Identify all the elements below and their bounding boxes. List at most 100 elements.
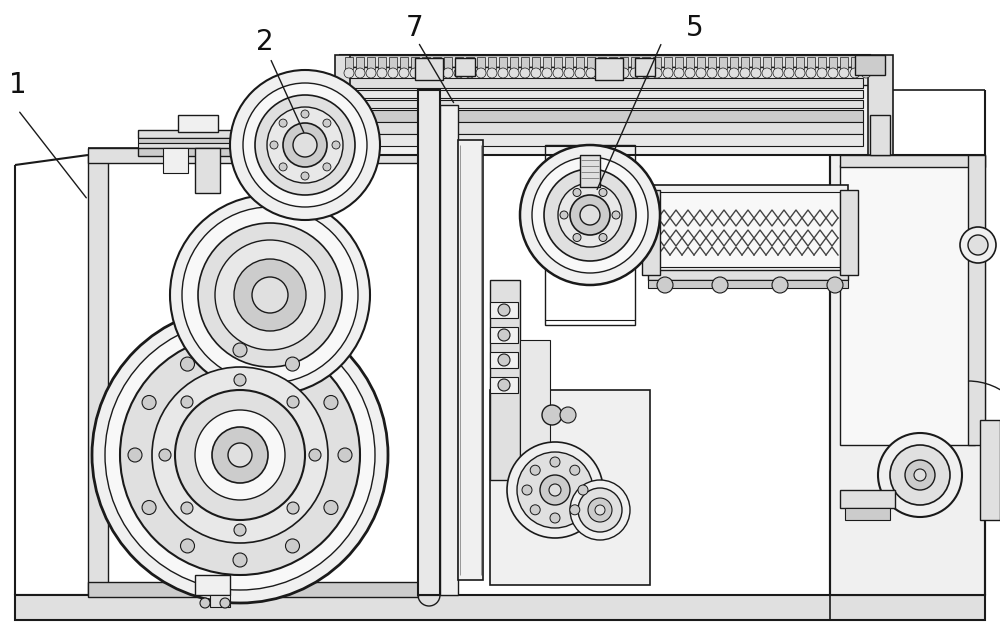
Circle shape xyxy=(212,427,268,483)
Circle shape xyxy=(612,211,620,219)
Circle shape xyxy=(301,172,309,180)
Circle shape xyxy=(914,469,926,481)
Circle shape xyxy=(509,68,519,78)
Polygon shape xyxy=(15,155,88,595)
Circle shape xyxy=(685,68,695,78)
Circle shape xyxy=(657,277,673,293)
Circle shape xyxy=(170,195,370,395)
Circle shape xyxy=(570,505,580,515)
Circle shape xyxy=(215,240,325,350)
Bar xyxy=(675,57,683,69)
Bar xyxy=(545,145,635,325)
Bar xyxy=(980,420,1000,520)
Bar xyxy=(796,57,804,69)
Bar xyxy=(830,155,985,595)
Bar xyxy=(490,302,518,318)
Bar xyxy=(345,78,863,88)
Bar xyxy=(389,57,397,69)
Text: 2: 2 xyxy=(256,28,274,56)
Circle shape xyxy=(595,505,605,515)
Bar xyxy=(340,67,870,85)
Circle shape xyxy=(220,598,230,608)
Circle shape xyxy=(817,68,827,78)
Circle shape xyxy=(575,68,585,78)
Circle shape xyxy=(531,68,541,78)
Circle shape xyxy=(324,396,338,410)
Circle shape xyxy=(861,68,871,78)
Bar xyxy=(609,57,617,69)
Bar xyxy=(490,377,518,393)
Bar xyxy=(210,595,230,607)
Circle shape xyxy=(599,234,607,241)
Circle shape xyxy=(228,443,252,467)
Bar xyxy=(345,134,863,146)
Bar xyxy=(807,57,815,69)
Bar xyxy=(378,57,386,69)
Circle shape xyxy=(255,95,355,195)
Circle shape xyxy=(663,68,673,78)
Bar xyxy=(520,340,550,470)
Bar xyxy=(595,58,623,80)
Circle shape xyxy=(355,68,365,78)
Bar xyxy=(968,155,985,445)
Text: 5: 5 xyxy=(686,14,704,42)
Bar xyxy=(598,57,606,69)
Bar xyxy=(400,57,408,69)
Circle shape xyxy=(105,320,375,590)
Bar xyxy=(840,190,858,275)
Bar xyxy=(422,57,430,69)
Circle shape xyxy=(597,68,607,78)
Circle shape xyxy=(578,488,622,532)
Bar xyxy=(455,57,463,69)
Bar xyxy=(719,57,727,69)
Circle shape xyxy=(410,68,420,78)
Bar xyxy=(845,508,890,520)
Bar xyxy=(620,57,628,69)
Bar xyxy=(138,148,333,156)
Circle shape xyxy=(200,598,210,608)
Circle shape xyxy=(718,68,728,78)
Circle shape xyxy=(560,407,576,423)
Bar xyxy=(466,57,474,69)
Bar xyxy=(15,595,985,620)
Circle shape xyxy=(182,207,358,383)
Circle shape xyxy=(878,433,962,517)
Circle shape xyxy=(588,498,612,522)
Circle shape xyxy=(233,553,247,567)
Circle shape xyxy=(530,505,540,515)
Circle shape xyxy=(181,502,193,514)
Bar xyxy=(521,57,529,69)
Circle shape xyxy=(520,68,530,78)
Circle shape xyxy=(890,445,950,505)
Circle shape xyxy=(580,205,600,225)
Circle shape xyxy=(542,68,552,78)
Circle shape xyxy=(608,68,618,78)
Bar xyxy=(88,155,108,595)
Circle shape xyxy=(476,68,486,78)
Circle shape xyxy=(570,465,580,475)
Circle shape xyxy=(498,354,510,366)
Bar xyxy=(840,165,975,445)
Bar xyxy=(345,90,863,98)
Circle shape xyxy=(92,307,388,603)
Circle shape xyxy=(839,68,849,78)
Bar xyxy=(345,57,353,69)
Circle shape xyxy=(573,189,581,196)
Bar xyxy=(829,57,837,69)
Bar xyxy=(335,55,350,155)
Circle shape xyxy=(323,163,331,171)
Bar xyxy=(840,57,848,69)
Bar xyxy=(490,352,518,368)
Circle shape xyxy=(517,452,593,528)
Bar xyxy=(855,55,885,75)
Bar xyxy=(697,57,705,69)
Bar xyxy=(510,57,518,69)
Circle shape xyxy=(553,68,563,78)
Bar xyxy=(340,55,870,67)
Circle shape xyxy=(279,119,287,127)
Bar xyxy=(686,57,694,69)
Text: 7: 7 xyxy=(406,14,424,42)
Circle shape xyxy=(968,235,988,255)
Circle shape xyxy=(960,227,996,263)
Circle shape xyxy=(850,68,860,78)
